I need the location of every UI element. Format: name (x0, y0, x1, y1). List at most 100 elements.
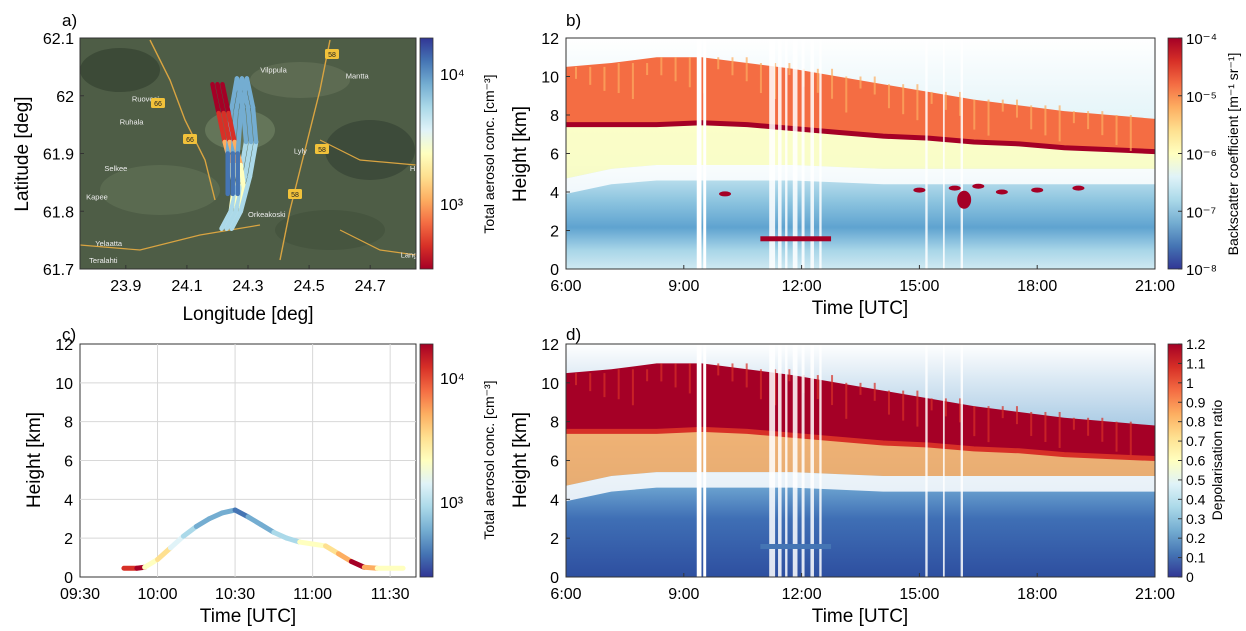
panel-d-cbar-tick-0: 0 (1186, 569, 1194, 585)
panel-b-aerosol-spot (913, 187, 926, 193)
panel-d-y-tick-label-4: 8 (550, 415, 559, 432)
panel-c-y-tick-label-0: 0 (64, 570, 73, 587)
panel-a-y-ticks: 61.7 61.8 61.9 62 62.1 (43, 31, 84, 279)
panel-label-c: c) (62, 325, 76, 344)
panel-d-cbar-tick-2: 0.2 (1186, 530, 1206, 546)
panel-b-clear-gap (566, 165, 1155, 194)
panel-b-y-label: Height [km] (510, 106, 531, 202)
panel-d-cbar-tick-6: 0.6 (1186, 453, 1206, 469)
map-road-badge-label-3: 58 (291, 192, 299, 199)
panel-d-data-gap (819, 344, 822, 577)
map-road-badge-label-2: 58 (318, 147, 326, 154)
flight-track-segment (238, 174, 253, 214)
map-place-label-0: Ruovesi (132, 95, 159, 104)
panel-a-cbar-tick-2: 10³ (440, 197, 464, 214)
flight-track-segment (215, 81, 226, 116)
panel-a-colorbar-frame (419, 37, 434, 270)
panel-d-y-tick-label-3: 6 (550, 454, 559, 471)
panel-b-data-gap (785, 38, 788, 269)
panel-a-x-tick-label-0: 23.9 (110, 278, 141, 295)
panel-c-x-tick-label-2: 10:30 (215, 586, 255, 603)
map-place-label-6: Vilppula (260, 66, 287, 75)
flight-track-segment (228, 76, 240, 116)
panel-d-x-tick-label-5: 21:00 (1135, 586, 1175, 603)
panel-d-data-gap (696, 344, 702, 577)
map-road-badge-label-1: 58 (328, 52, 336, 59)
panel-d-x-tick-label-1: 9:00 (668, 586, 699, 603)
panel-d-cbar-tick-11: 1.1 (1186, 355, 1206, 371)
panel-c-point-11 (258, 522, 277, 535)
panel-b-y-tick-label-5: 10 (541, 70, 559, 87)
panel-c-x-label: Time [UTC] (200, 606, 296, 627)
panel-b-data-gap (778, 38, 782, 269)
flight-track-segment (224, 209, 239, 231)
panel-a-colorbar (420, 38, 433, 269)
panel-d-cbar-tick-3: 0.3 (1186, 511, 1206, 527)
panel-a: Ruovesi Ruhala Selkee Kapee Yelaatta Teralaht… (12, 31, 497, 325)
flight-track-segment (247, 139, 259, 179)
panel-b-cbar-tick-3: 10⁻⁷ (1186, 204, 1216, 221)
panel-d-data-gap (925, 344, 928, 577)
panel-b-y-tick-label-3: 6 (550, 147, 559, 164)
panel-c-y-tick-label-6: 12 (55, 337, 73, 354)
panel-d-cbar-tick-5: 0.5 (1186, 472, 1206, 488)
panel-d-x-ticks: 6:00 9:00 12:00 15:00 18:00 21:00 (550, 573, 1175, 603)
panel-c-point-16 (323, 543, 341, 557)
panel-b-data-gap (769, 38, 776, 269)
panel-b-data-gap (925, 38, 928, 269)
panel-d-x-tick-label-4: 18:00 (1017, 586, 1057, 603)
panel-b-y-tick-label-6: 12 (541, 31, 559, 48)
panel-d-data-gap (810, 344, 814, 577)
panel-d-data-gap (801, 344, 805, 577)
panel-b-aerosol-spot (972, 183, 985, 189)
panel-b-data-gap (810, 38, 814, 269)
panel-c-x-ticks: 09:30 10:00 10:30 11:00 11:30 (60, 586, 410, 603)
flight-track-segment (219, 209, 234, 231)
panel-d-data-gap (785, 344, 788, 577)
panel-d-y-tick-label-1: 2 (550, 531, 559, 548)
panel-b-cbar-label: Backscatter coefficient [m⁻¹ sr⁻¹] (1225, 53, 1241, 256)
map-road-badge-3 (288, 189, 302, 199)
panel-c-y-tick-label-1: 2 (64, 531, 73, 548)
panel-d-colorbar-ticks: 0 0.1 0.2 0.3 0.4 0.5 0.6 0.7 0.8 0.9 1 1.1 1.2 (1178, 336, 1206, 585)
flight-track-segment (235, 110, 244, 156)
flight-track (210, 76, 259, 231)
flight-track-segment (242, 139, 254, 179)
panel-a-cbar-tick-1: 10⁴ (440, 67, 465, 84)
panel-d-y-tick-label-0: 0 (550, 570, 559, 587)
panel-b-data-gap (792, 38, 798, 269)
panel-d-upper-cloud (566, 363, 1155, 459)
panel-b-x-tick-label-4: 18:00 (1017, 278, 1057, 295)
panel-b-cloud-base-line (566, 120, 1155, 155)
panel-d-y-label: Height [km] (510, 412, 531, 508)
panel-b-colorbar-ticks: 10⁻⁴ 10⁻⁵ 10⁻⁶ 10⁻⁷ 10⁻⁸ (1178, 31, 1217, 279)
panel-c-colorbar-frame (419, 343, 434, 578)
panel-d-data-gap (942, 344, 945, 577)
panel-b-y-tick-label-0: 0 (550, 262, 559, 279)
map-place-label-10: Orkeakoski (248, 210, 286, 219)
panel-c-grid (80, 344, 416, 577)
panel-b-aerosol-spot (1031, 187, 1044, 193)
flight-track-segment (220, 81, 231, 116)
panel-d-mid-layer (566, 429, 1155, 486)
panel-b-aerosol-spot (719, 191, 732, 197)
map-road-badge-2 (315, 144, 329, 154)
map-road-badges: 66 58 58 58 66 (151, 49, 339, 199)
panel-b-y-tick-label-4: 8 (550, 108, 559, 125)
panel-d-cbar-tick-8: 0.8 (1186, 414, 1206, 430)
panel-a-x-tick-label-2: 24.3 (232, 278, 263, 295)
flight-track-segment (245, 105, 254, 145)
panel-c-cbar-tick-1: 10⁴ (440, 371, 465, 388)
panel-a-y-tick-label-4: 62.1 (43, 31, 74, 48)
panel-b-data-gap (960, 38, 963, 269)
panel-d-data-gap (792, 344, 798, 577)
panel-b-data-gap (801, 38, 805, 269)
panel-b-y-tick-label-1: 2 (550, 224, 559, 241)
panel-label-b: b) (566, 11, 581, 30)
map-road-badge-0 (151, 98, 165, 108)
panel-b-data-gap (819, 38, 822, 269)
panel-a-x-tick-label-1: 24.1 (171, 278, 202, 295)
panel-b-x-label: Time [UTC] (812, 298, 908, 319)
panel-label-a: a) (62, 11, 77, 30)
